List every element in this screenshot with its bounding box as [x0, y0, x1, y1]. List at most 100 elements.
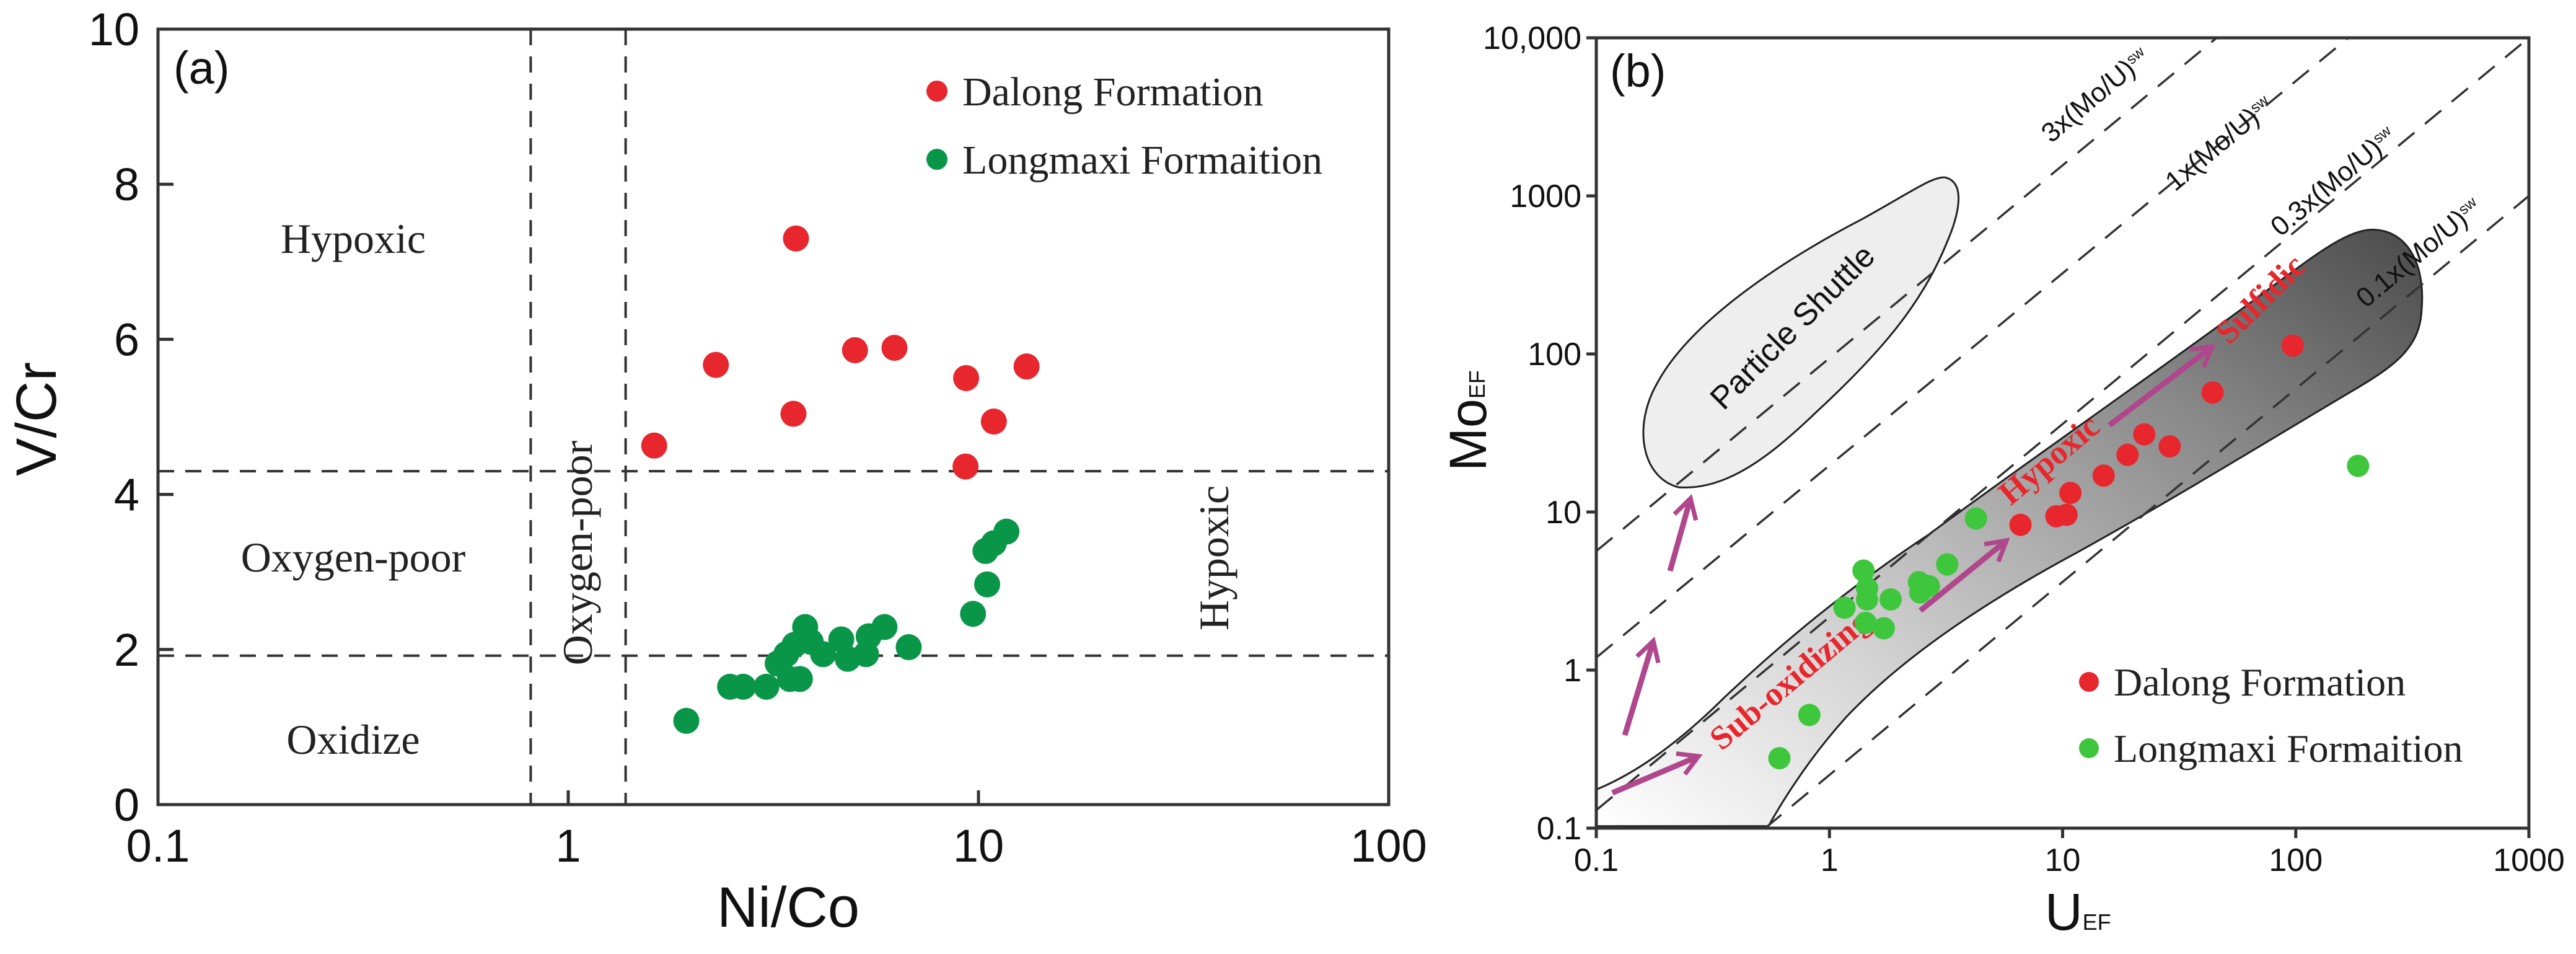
y-tick-label-b: 1000	[1510, 179, 1581, 214]
data-point-dalong	[2116, 443, 2139, 466]
x-tick-label-b: 0.1	[1574, 842, 1619, 878]
data-point-longmaxi	[993, 518, 1020, 545]
plot-frame-a	[156, 27, 1391, 806]
region-label-oxidize: Oxidize	[286, 716, 420, 763]
ticks-a: 0 2 4 6 8 10 0.1 1 10 100	[89, 4, 1427, 872]
data-point-dalong	[641, 432, 667, 459]
data-point-longmaxi	[1855, 588, 1878, 611]
x-axis-title-a: Ni/Co	[717, 876, 859, 939]
data-point-longmaxi	[1964, 507, 1987, 530]
data-point-dalong	[703, 351, 729, 378]
y-tick-label-b: 10	[1545, 495, 1581, 531]
line-label-3x: 3x(Mo/U)sw	[2036, 42, 2155, 149]
region-label-oxygen-poor-vertical: Oxygen-poor	[554, 440, 601, 665]
line-label-1x: 1x(Mo/U)sw	[2160, 90, 2279, 197]
data-point-longmaxi	[974, 571, 1001, 598]
y-tick-label-a: 4	[114, 469, 139, 521]
y-tick-label-b: 100	[1528, 337, 1581, 373]
x-tick-label-a: 0.1	[126, 820, 190, 872]
data-point-dalong	[2158, 435, 2181, 458]
data-point-dalong	[2092, 464, 2115, 487]
reference-line	[1596, 38, 2349, 659]
legend-a: Dalong Formation Longmaxi Formaition	[926, 69, 1322, 183]
y-tick-label-a: 10	[89, 4, 139, 55]
reference-lines-b	[1596, 38, 2529, 828]
panel-label-b: (b)	[1610, 45, 1666, 97]
panel-label-a: (a)	[174, 42, 229, 94]
arrow-icon	[1919, 537, 2010, 613]
data-point-dalong	[842, 337, 868, 363]
x-tick-label-b: 1	[1821, 842, 1839, 878]
legend-marker-dalong-b	[2079, 672, 2099, 692]
data-point-dalong	[2055, 503, 2078, 526]
data-point-dalong	[2133, 423, 2156, 446]
data-point-longmaxi	[1879, 588, 1902, 611]
data-point-longmaxi	[673, 707, 700, 734]
y-tick-label-a: 8	[114, 159, 139, 210]
data-point-dalong	[2201, 381, 2224, 404]
data-point-longmaxi	[960, 601, 987, 627]
arrow-icon	[1611, 751, 1703, 796]
data-point-dalong	[2281, 334, 2304, 357]
trend-arrows	[1611, 343, 2216, 796]
data-point-longmaxi	[1909, 581, 1932, 604]
data-point-dalong	[980, 409, 1007, 435]
legend-label-dalong: Dalong Formation	[962, 69, 1264, 115]
region-label-oxygen-poor: Oxygen-poor	[241, 534, 466, 581]
legend-marker-dalong	[926, 81, 947, 102]
reference-line	[1764, 195, 2529, 828]
y-tick-label-a: 6	[114, 314, 139, 365]
legend-label-longmaxi: Longmaxi Formaition	[962, 138, 1322, 183]
data-point-longmaxi	[1768, 747, 1791, 770]
data-point-longmaxi	[810, 641, 837, 668]
data-point-longmaxi	[786, 666, 813, 692]
data-point-dalong	[780, 400, 807, 427]
arrow-icon	[1667, 494, 1699, 572]
panel-b: 0.1 1 10 100 1000 10,000 0.1 1 10 100 1000 (b) 3x(…	[1439, 20, 2565, 941]
y-tick-label-a: 2	[114, 624, 139, 676]
y-tick-label-b: 1	[1563, 653, 1581, 689]
data-point-longmaxi	[1854, 611, 1877, 634]
data-point-longmaxi	[1798, 704, 1821, 727]
data-point-longmaxi	[1872, 617, 1895, 640]
data-point-longmaxi	[895, 634, 922, 661]
line-label-0.3x: 0.3x(Mo/U)sw	[2265, 120, 2402, 242]
data-point-longmaxi	[730, 673, 757, 700]
x-tick-label-a: 1	[555, 820, 581, 872]
data-point-dalong	[953, 364, 980, 391]
reference-line	[1596, 38, 2218, 552]
y-tick-label-b: 0.1	[1537, 811, 1581, 847]
data-point-longmaxi	[1936, 553, 1959, 576]
particle-shuttle-region	[1643, 177, 1959, 487]
reference-line	[1596, 38, 2529, 811]
data-point-dalong	[2059, 482, 2082, 505]
data-point-longmaxi	[2347, 454, 2370, 477]
x-tick-label-b: 100	[2269, 842, 2323, 878]
data-point-dalong	[783, 225, 809, 252]
legend-marker-longmaxi	[926, 149, 947, 170]
data-point-dalong	[952, 453, 979, 480]
legend-marker-longmaxi-b	[2079, 738, 2099, 758]
x-tick-label-a: 10	[953, 820, 1004, 872]
points-a	[641, 225, 1040, 734]
y-tick-label-a: 0	[114, 779, 139, 831]
panel-a: 0 2 4 6 8 10 0.1 1 10 100 (a) Hypoxic Oxygen-poor…	[5, 4, 1427, 939]
data-point-longmaxi	[1833, 596, 1856, 619]
y-axis-title-b: MoEF	[1439, 370, 1497, 471]
data-point-dalong	[881, 335, 908, 361]
arrow-icon	[2108, 343, 2216, 428]
x-tick-label-a: 100	[1350, 820, 1426, 872]
arrow-icon	[1622, 637, 1661, 736]
points-b	[1768, 334, 2370, 770]
legend-label-dalong-b: Dalong Formation	[2114, 660, 2406, 704]
region-label-hypoxic-vertical: Hypoxic	[1190, 485, 1237, 630]
x-tick-label-b: 1000	[2493, 842, 2565, 878]
y-axis-title-a: V/Cr	[5, 362, 68, 476]
x-tick-label-b: 10	[2045, 842, 2081, 878]
ticks-b: 0.1 1 10 100 1000 10,000 0.1 1 10 100 1000	[1483, 20, 2565, 878]
x-axis-title-b: UEF	[2045, 883, 2111, 941]
legend-b: Dalong Formation Longmaxi Formaition	[2079, 660, 2463, 771]
data-point-dalong	[1013, 353, 1040, 380]
data-point-dalong	[2009, 513, 2032, 536]
data-point-longmaxi	[1852, 559, 1875, 582]
